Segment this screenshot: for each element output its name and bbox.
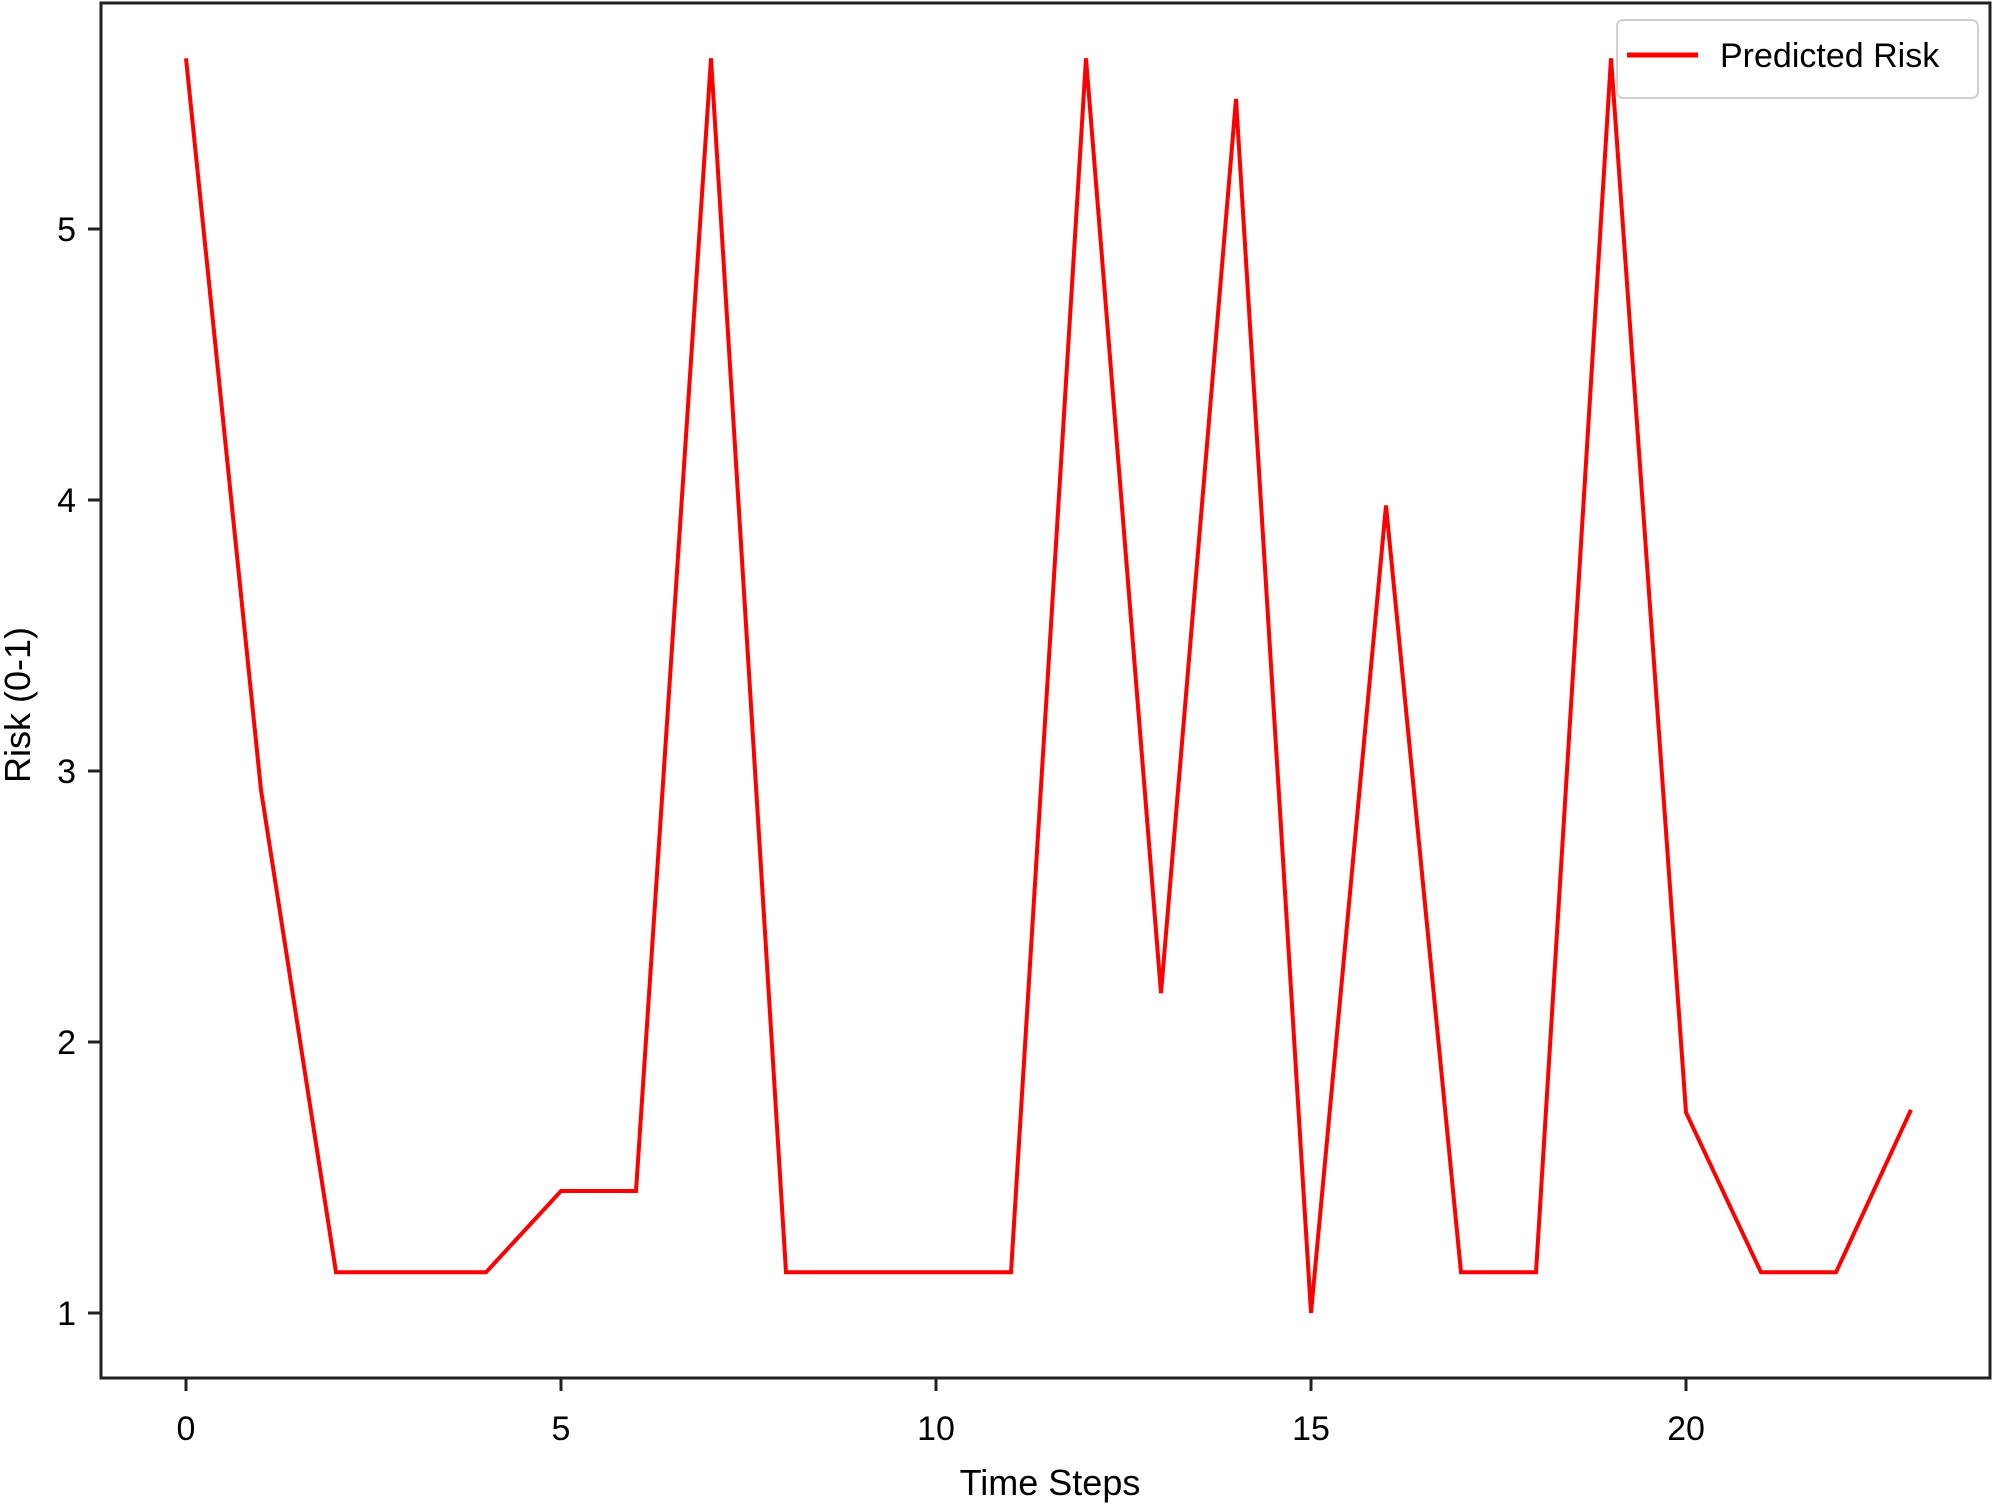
x-axis-ticks: 0 5 10 15 20: [177, 1378, 1705, 1448]
x-tick-label: 5: [552, 1410, 571, 1448]
y-tick-label: 5: [57, 211, 76, 249]
legend-box: [1616, 19, 1979, 99]
y-tick-label: 4: [57, 482, 76, 520]
x-tick-label: 10: [917, 1410, 955, 1448]
x-tick-label: 20: [1667, 1410, 1705, 1448]
legend-label: Predicted Risk: [1720, 37, 1940, 75]
y-axis-label: Risk (0-1): [0, 627, 38, 783]
y-tick-label: 3: [57, 753, 76, 791]
y-tick-label: 1: [57, 1295, 76, 1333]
plot-frame: [99, 1, 1992, 1380]
y-axis-ticks: 1 2 3 4 5: [57, 211, 101, 1333]
x-tick-label: 15: [1292, 1410, 1330, 1448]
legend: Predicted Risk: [1616, 19, 1979, 99]
predicted-risk-line: [184, 58, 1913, 1314]
y-tick-label: 2: [57, 1024, 76, 1062]
x-axis-label: Time Steps: [960, 1462, 1141, 1503]
x-tick-label: 0: [177, 1410, 196, 1448]
